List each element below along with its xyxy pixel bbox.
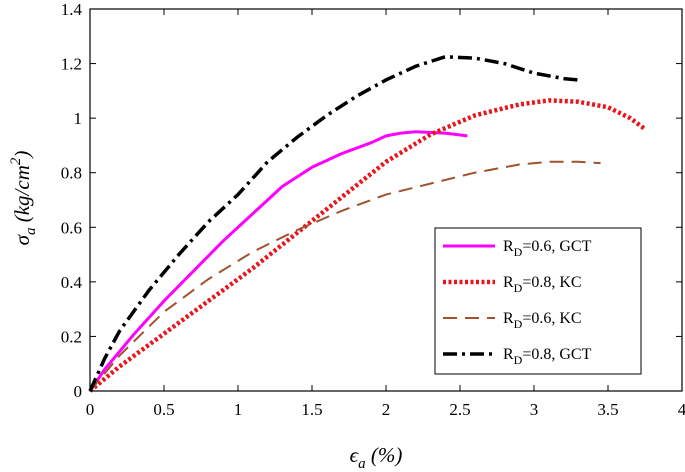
x-tick-label: 1	[234, 400, 243, 419]
x-axis-label-main: ϵ	[350, 443, 360, 467]
x-tick-label: 3.5	[597, 400, 618, 419]
y-tick-label: 0.2	[61, 327, 82, 346]
y-axis-label-close: )	[10, 151, 34, 159]
x-tick-label: 0.5	[153, 400, 174, 419]
y-axis-label: σa (kg/cm2)	[8, 151, 39, 246]
x-tick-label: 2.5	[449, 400, 470, 419]
ticks-layer: 0 0.5 1 1.5 2 2.5 3 3.5 4 0 0.2 0.4 0.6 0.8 1 1.2 1.4	[61, 0, 685, 419]
legend-label-4: RD=0.8, GCT	[503, 346, 592, 367]
series-line-3	[89, 160, 601, 392]
y-axis-label-main: σ	[10, 233, 34, 245]
legend-items: RD=0.6, GCT RD=0.8, KC RD=0.6, KC RD=0.8, G…	[443, 238, 592, 367]
y-tick-label: 0.6	[61, 218, 82, 237]
legend-box	[434, 227, 642, 375]
y-axis-label-sup: 2	[8, 157, 24, 165]
y-tick-label: 0.8	[61, 164, 82, 183]
y-tick-label: 0	[74, 382, 83, 401]
x-axis-label: ϵa (%)	[350, 443, 403, 472]
y-axis-label-rest: (kg/cm	[10, 165, 34, 227]
y-tick-label: 0.4	[61, 273, 83, 292]
y-axis-label-sub: a	[23, 228, 39, 236]
x-tick-label: 2	[382, 400, 391, 419]
x-axis-label-rest: (%)	[366, 443, 403, 467]
x-axis-label-sub: a	[358, 456, 366, 472]
legend-label-1: RD=0.6, GCT	[503, 238, 592, 259]
series-line-2	[88, 98, 647, 393]
x-tick-label: 0	[86, 400, 95, 419]
series-line-4	[88, 55, 579, 392]
legend-label-3: RD=0.6, KC	[503, 310, 582, 331]
y-tick-label: 1.4	[61, 0, 83, 19]
y-tick-label: 1.2	[61, 55, 82, 74]
x-tick-label: 4	[678, 400, 685, 419]
legend-label-2: RD=0.8, KC	[503, 274, 582, 295]
y-tick-label: 1	[74, 109, 83, 128]
x-tick-label: 1.5	[301, 400, 322, 419]
x-tick-label: 3	[530, 400, 539, 419]
series-layer	[88, 55, 647, 393]
series-line-1	[88, 130, 468, 392]
legend: RD=0.6, GCT RD=0.8, KC RD=0.6, KC RD=0.8, G…	[434, 227, 642, 375]
